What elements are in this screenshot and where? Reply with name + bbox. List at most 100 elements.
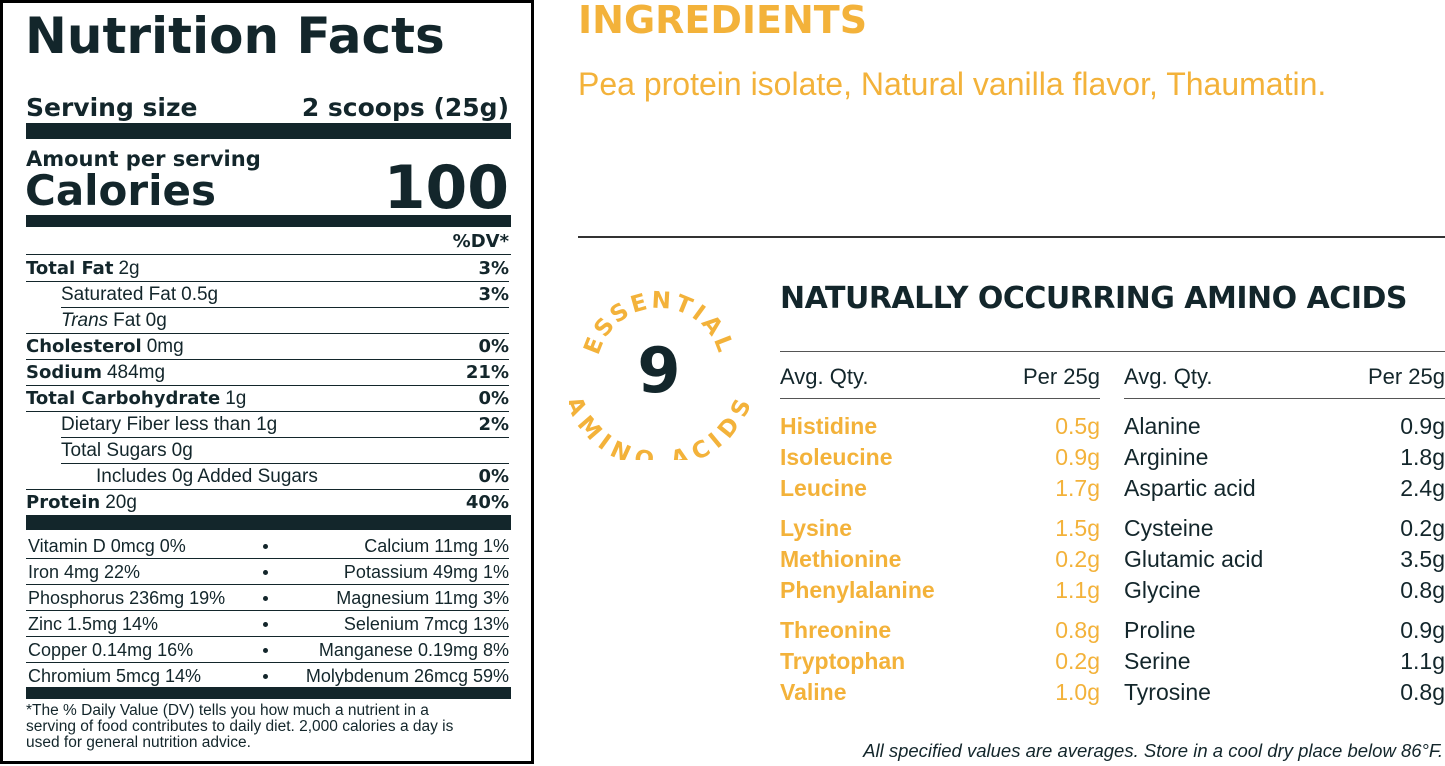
nutrient-dv: 3%	[478, 284, 509, 305]
amino-qty: 0.5g	[1055, 413, 1100, 439]
nutrition-title: Nutrition Facts	[25, 7, 445, 65]
bullet	[263, 622, 268, 627]
amino-qty: 0.9g	[1400, 617, 1445, 643]
nutrient-name: Sodium	[26, 362, 102, 383]
ingredients-title: INGREDIENTS	[578, 0, 868, 42]
amino-qty: 3.5g	[1400, 546, 1445, 572]
micronutrient: Magnesium 11mg 3%	[336, 588, 509, 608]
micronutrient: Chromium 5mcg 14%	[28, 666, 202, 686]
amino-qty: 1.1g	[1400, 648, 1445, 674]
nutrient-amount: 0g	[145, 310, 167, 331]
nutrient-amount: less than 1g	[174, 414, 278, 435]
amino-name: Arginine	[1124, 444, 1209, 470]
nutrient-dv: 0%	[478, 336, 509, 357]
rule	[780, 351, 1445, 352]
rule	[26, 359, 509, 360]
amino-qty: 0.2g	[1055, 648, 1100, 674]
nutrient-row: Dietary Fiber less than 1g	[61, 414, 277, 436]
nutrient-name: Saturated Fat	[61, 284, 177, 305]
bullet	[263, 544, 268, 549]
bullet	[263, 674, 268, 679]
micronutrient: Vitamin D 0mcg 0%	[28, 536, 186, 556]
nutrient-row: Trans Fat 0g	[61, 310, 167, 332]
dv-header: %DV*	[452, 231, 509, 252]
rule	[26, 558, 509, 559]
amino-name: Glutamic acid	[1124, 546, 1264, 572]
amino-qty: 0.2g	[1055, 546, 1100, 572]
nutrient-row: Total Carbohydrate 1g	[26, 388, 246, 410]
micronutrient: Copper 0.14mg 16%	[28, 640, 194, 660]
amino-name: Threonine	[780, 617, 892, 643]
amino-title: NATURALLY OCCURRING AMINO ACIDS	[780, 281, 1408, 316]
rule	[61, 307, 509, 308]
rule	[26, 584, 509, 585]
thick-rule	[26, 515, 511, 530]
nutrient-name: Includes 0g Added Sugars	[96, 466, 318, 487]
amino-name: Valine	[780, 679, 847, 705]
amino-name: Proline	[1124, 617, 1196, 643]
nutrient-name: Fat	[113, 310, 141, 331]
rule	[26, 610, 509, 611]
nutrient-name: Total Fat	[26, 258, 114, 279]
amino-name: Lysine	[780, 515, 853, 541]
nutrient-dv: 0%	[478, 466, 509, 487]
nutrient-row: Saturated Fat 0.5g	[61, 284, 218, 306]
rule	[26, 489, 509, 490]
amino-header: Per 25g	[1022, 364, 1100, 389]
rule	[26, 254, 511, 255]
bullet	[263, 596, 268, 601]
amino-name: Phenylalanine	[780, 577, 935, 603]
nutrient-dv: 2%	[478, 414, 509, 435]
nutrient-row: Total Sugars 0g	[61, 440, 193, 462]
micronutrient: Phosphorus 236mg 19%	[28, 588, 226, 608]
rule	[26, 333, 509, 334]
amino-qty: 0.8g	[1400, 679, 1445, 705]
rule	[26, 281, 509, 282]
micronutrient: Iron 4mg 22%	[28, 562, 141, 582]
nutrient-name: Cholesterol	[26, 336, 142, 357]
calories-value: 100	[383, 153, 509, 223]
rule	[26, 662, 509, 663]
bullet	[263, 648, 268, 653]
nutrient-name: Total Sugars	[61, 440, 167, 461]
amino-qty: 1.5g	[1055, 515, 1100, 541]
amino-header: Avg. Qty.	[1124, 364, 1213, 389]
micronutrient: Potassium 49mg 1%	[343, 562, 509, 582]
amino-name: Tyrosine	[1124, 679, 1211, 705]
amino-qty: 0.8g	[1400, 577, 1445, 603]
amount-per-serving: Amount per serving	[26, 147, 261, 171]
bullet	[263, 570, 268, 575]
amino-header: Per 25g	[1367, 364, 1445, 389]
micronutrient: Manganese 0.19mg 8%	[318, 640, 509, 660]
amino-name: Histidine	[780, 413, 878, 439]
nutrient-amount: 0mg	[146, 336, 184, 357]
nutrient-row: Includes 0g Added Sugars	[96, 466, 318, 488]
nutrient-amount: 1g	[225, 388, 247, 409]
nutrient-name-italic: Trans	[61, 310, 109, 331]
serving-value: 2 scoops (25g)	[301, 93, 509, 122]
nutrient-amount: 0g	[171, 440, 193, 461]
thick-rule	[26, 215, 511, 227]
nutrient-name: Total Carbohydrate	[26, 388, 221, 409]
amino-qty: 0.2g	[1400, 515, 1445, 541]
rule	[26, 636, 509, 637]
calories-label: Calories	[25, 166, 217, 215]
amino-name: Methionine	[780, 546, 902, 572]
footer: All specified values are averages. Store…	[863, 740, 1443, 762]
nutrient-amount: 0.5g	[181, 284, 219, 305]
micronutrient: Selenium 7mcg 13%	[343, 614, 509, 634]
nutrient-amount: 20g	[105, 492, 137, 513]
nutrient-dv: 21%	[465, 362, 509, 383]
nutrition-panel: Nutrition Facts Serving size 2 scoops (2…	[0, 0, 534, 764]
amino-qty: 1.0g	[1055, 679, 1100, 705]
ingredients-text: Pea protein isolate, Natural vanilla fla…	[578, 66, 1327, 102]
amino-name: Alanine	[1124, 413, 1201, 439]
footer-text: Store in a cool dry place below 86°F.	[1143, 740, 1443, 761]
micronutrient: Zinc 1.5mg 14%	[28, 614, 159, 634]
rule	[780, 398, 1100, 399]
nutrient-name: Dietary Fiber	[61, 414, 170, 435]
micronutrient: Molybdenum 26mcg 59%	[305, 666, 509, 686]
rule	[26, 385, 509, 386]
nutrient-amount: 484mg	[106, 362, 166, 383]
rule	[61, 437, 509, 438]
